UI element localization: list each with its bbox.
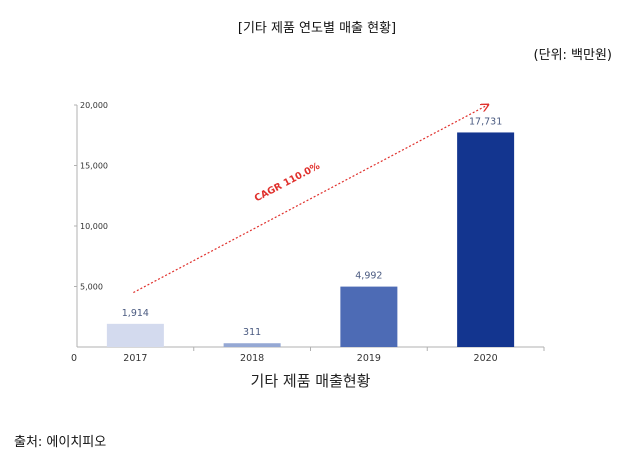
cagr-label: CAGR 110.0% (253, 161, 322, 205)
data-label: 17,731 (469, 116, 502, 127)
bar (223, 343, 281, 347)
y-tick-label: 10,000 (80, 222, 108, 231)
bar-chart: 0 5,000 10,000 15,000 20,000 2017 1,914 2018 31… (71, 101, 545, 390)
x-tick-label: 2017 (123, 353, 147, 364)
y-tick-label: 15,000 (80, 162, 108, 171)
bar (106, 323, 164, 347)
bar (457, 132, 515, 347)
bar (340, 286, 398, 347)
y-tick-label: 20,000 (80, 101, 108, 110)
y-tick-label: 0 (71, 353, 77, 364)
cagr-arrow (133, 105, 487, 294)
x-tick-label: 2020 (474, 353, 498, 364)
y-tick-label: 5,000 (80, 283, 103, 292)
source-note: 출처: 에이치피오 (14, 435, 107, 450)
x-tick-label: 2018 (240, 353, 264, 364)
x-tick-label: 2019 (357, 353, 381, 364)
chart-title: 기타 제품 매출현황 (251, 372, 371, 390)
data-label: 4,992 (355, 271, 382, 282)
data-label: 1,914 (122, 308, 149, 319)
unit-label: (단위: 백만원) (533, 48, 612, 63)
figure-caption: [기타 제품 연도별 매출 현황] (237, 21, 397, 36)
data-label: 311 (243, 327, 261, 338)
